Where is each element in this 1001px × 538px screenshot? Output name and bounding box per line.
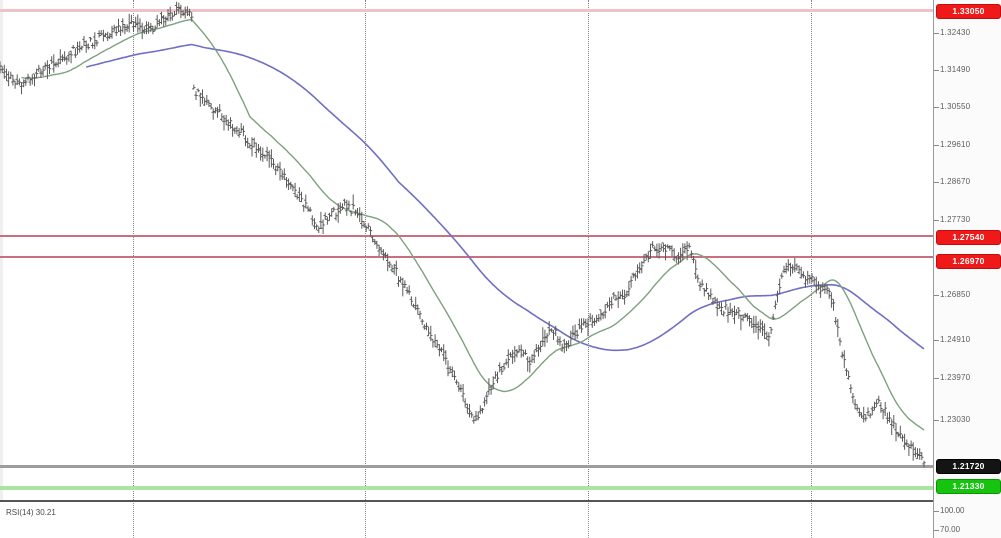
moving-average-fast-line: [21, 18, 925, 431]
plot-left-edge: [0, 0, 3, 500]
price-tick-label: 1.29610: [940, 140, 971, 149]
price-tick-9: 1.23030: [934, 414, 1001, 426]
price-axis-scale[interactable]: 1.32430 1.31490 1.30550 1.29610 1.28670 1.277…: [933, 0, 1001, 538]
rsi-indicator-panel[interactable]: [0, 500, 933, 538]
indicator-tick-0: 100.00: [934, 505, 1001, 517]
price-series-svg: [0, 1, 926, 468]
price-tick-label: 1.23030: [940, 415, 971, 424]
tick-dash-icon: [934, 107, 939, 108]
price-label-last-price[interactable]: 1.21720: [936, 459, 1001, 474]
indicator-vertical-gridline-0: [133, 500, 134, 538]
price-tick-6: 1.26850: [934, 289, 1001, 301]
support-line[interactable]: [0, 486, 933, 490]
resistance-mid-line[interactable]: [0, 235, 933, 237]
price-label-support-level[interactable]: 1.21330: [936, 479, 1001, 494]
vertical-gridline-3: [811, 0, 812, 500]
rsi-indicator-label: RSI(14) 30.21: [6, 508, 56, 517]
price-tick-2: 1.30550: [934, 101, 1001, 113]
price-tick-label: 1.30550: [940, 102, 971, 111]
tick-dash-icon: [934, 340, 939, 341]
vertical-gridline-0: [133, 0, 134, 500]
price-tick-label: 1.28670: [940, 177, 971, 186]
price-tick-label: 1.24910: [940, 335, 971, 344]
tick-dash-icon: [934, 220, 939, 221]
price-tick-label: 1.31490: [940, 65, 971, 74]
tick-dash-icon: [934, 182, 939, 183]
indicator-vertical-gridline-3: [811, 500, 812, 538]
price-tick-7: 1.24910: [934, 334, 1001, 346]
tick-dash-icon: [934, 145, 939, 146]
indicator-vertical-gridline-1: [365, 500, 366, 538]
price-tick-label: 1.23970: [940, 373, 971, 382]
price-label-resistance-mid[interactable]: 1.27540: [936, 230, 1001, 245]
tick-dash-icon: [934, 295, 939, 296]
price-tick-8: 1.23970: [934, 372, 1001, 384]
tick-dash-icon: [934, 530, 939, 531]
price-label-resistance-low[interactable]: 1.26970: [936, 254, 1001, 269]
moving-average-slow-line: [86, 43, 925, 352]
indicator-tick-label: 70.00: [940, 525, 961, 534]
price-chart-plot[interactable]: [0, 0, 933, 500]
tick-dash-icon: [934, 33, 939, 34]
price-tick-label: 1.27730: [940, 215, 971, 224]
price-tick-label: 1.32430: [940, 28, 971, 37]
resistance-low-line[interactable]: [0, 256, 933, 258]
price-tick-label: 1.26850: [940, 290, 971, 299]
price-tick-0: 1.32430: [934, 27, 1001, 39]
indicator-vertical-gridline-2: [588, 500, 589, 538]
indicator-tick-1: 70.00: [934, 524, 1001, 536]
last-price-line[interactable]: [0, 465, 933, 468]
tick-dash-icon: [934, 420, 939, 421]
ohlc-price-bars: [0, 1, 926, 468]
price-label-resistance-top[interactable]: 1.33050: [936, 4, 1001, 19]
tick-dash-icon: [934, 378, 939, 379]
resistance-top-line[interactable]: [0, 9, 933, 12]
price-tick-3: 1.29610: [934, 139, 1001, 151]
price-tick-5: 1.27730: [934, 214, 1001, 226]
price-tick-1: 1.31490: [934, 64, 1001, 76]
tick-dash-icon: [934, 70, 939, 71]
tick-dash-icon: [934, 511, 939, 512]
ohlc-bar-path: [0, 1, 926, 468]
panel-separator: [0, 500, 933, 502]
price-tick-4: 1.28670: [934, 176, 1001, 188]
vertical-gridline-1: [365, 0, 366, 500]
vertical-gridline-2: [588, 0, 589, 500]
indicator-tick-label: 100.00: [940, 506, 965, 515]
